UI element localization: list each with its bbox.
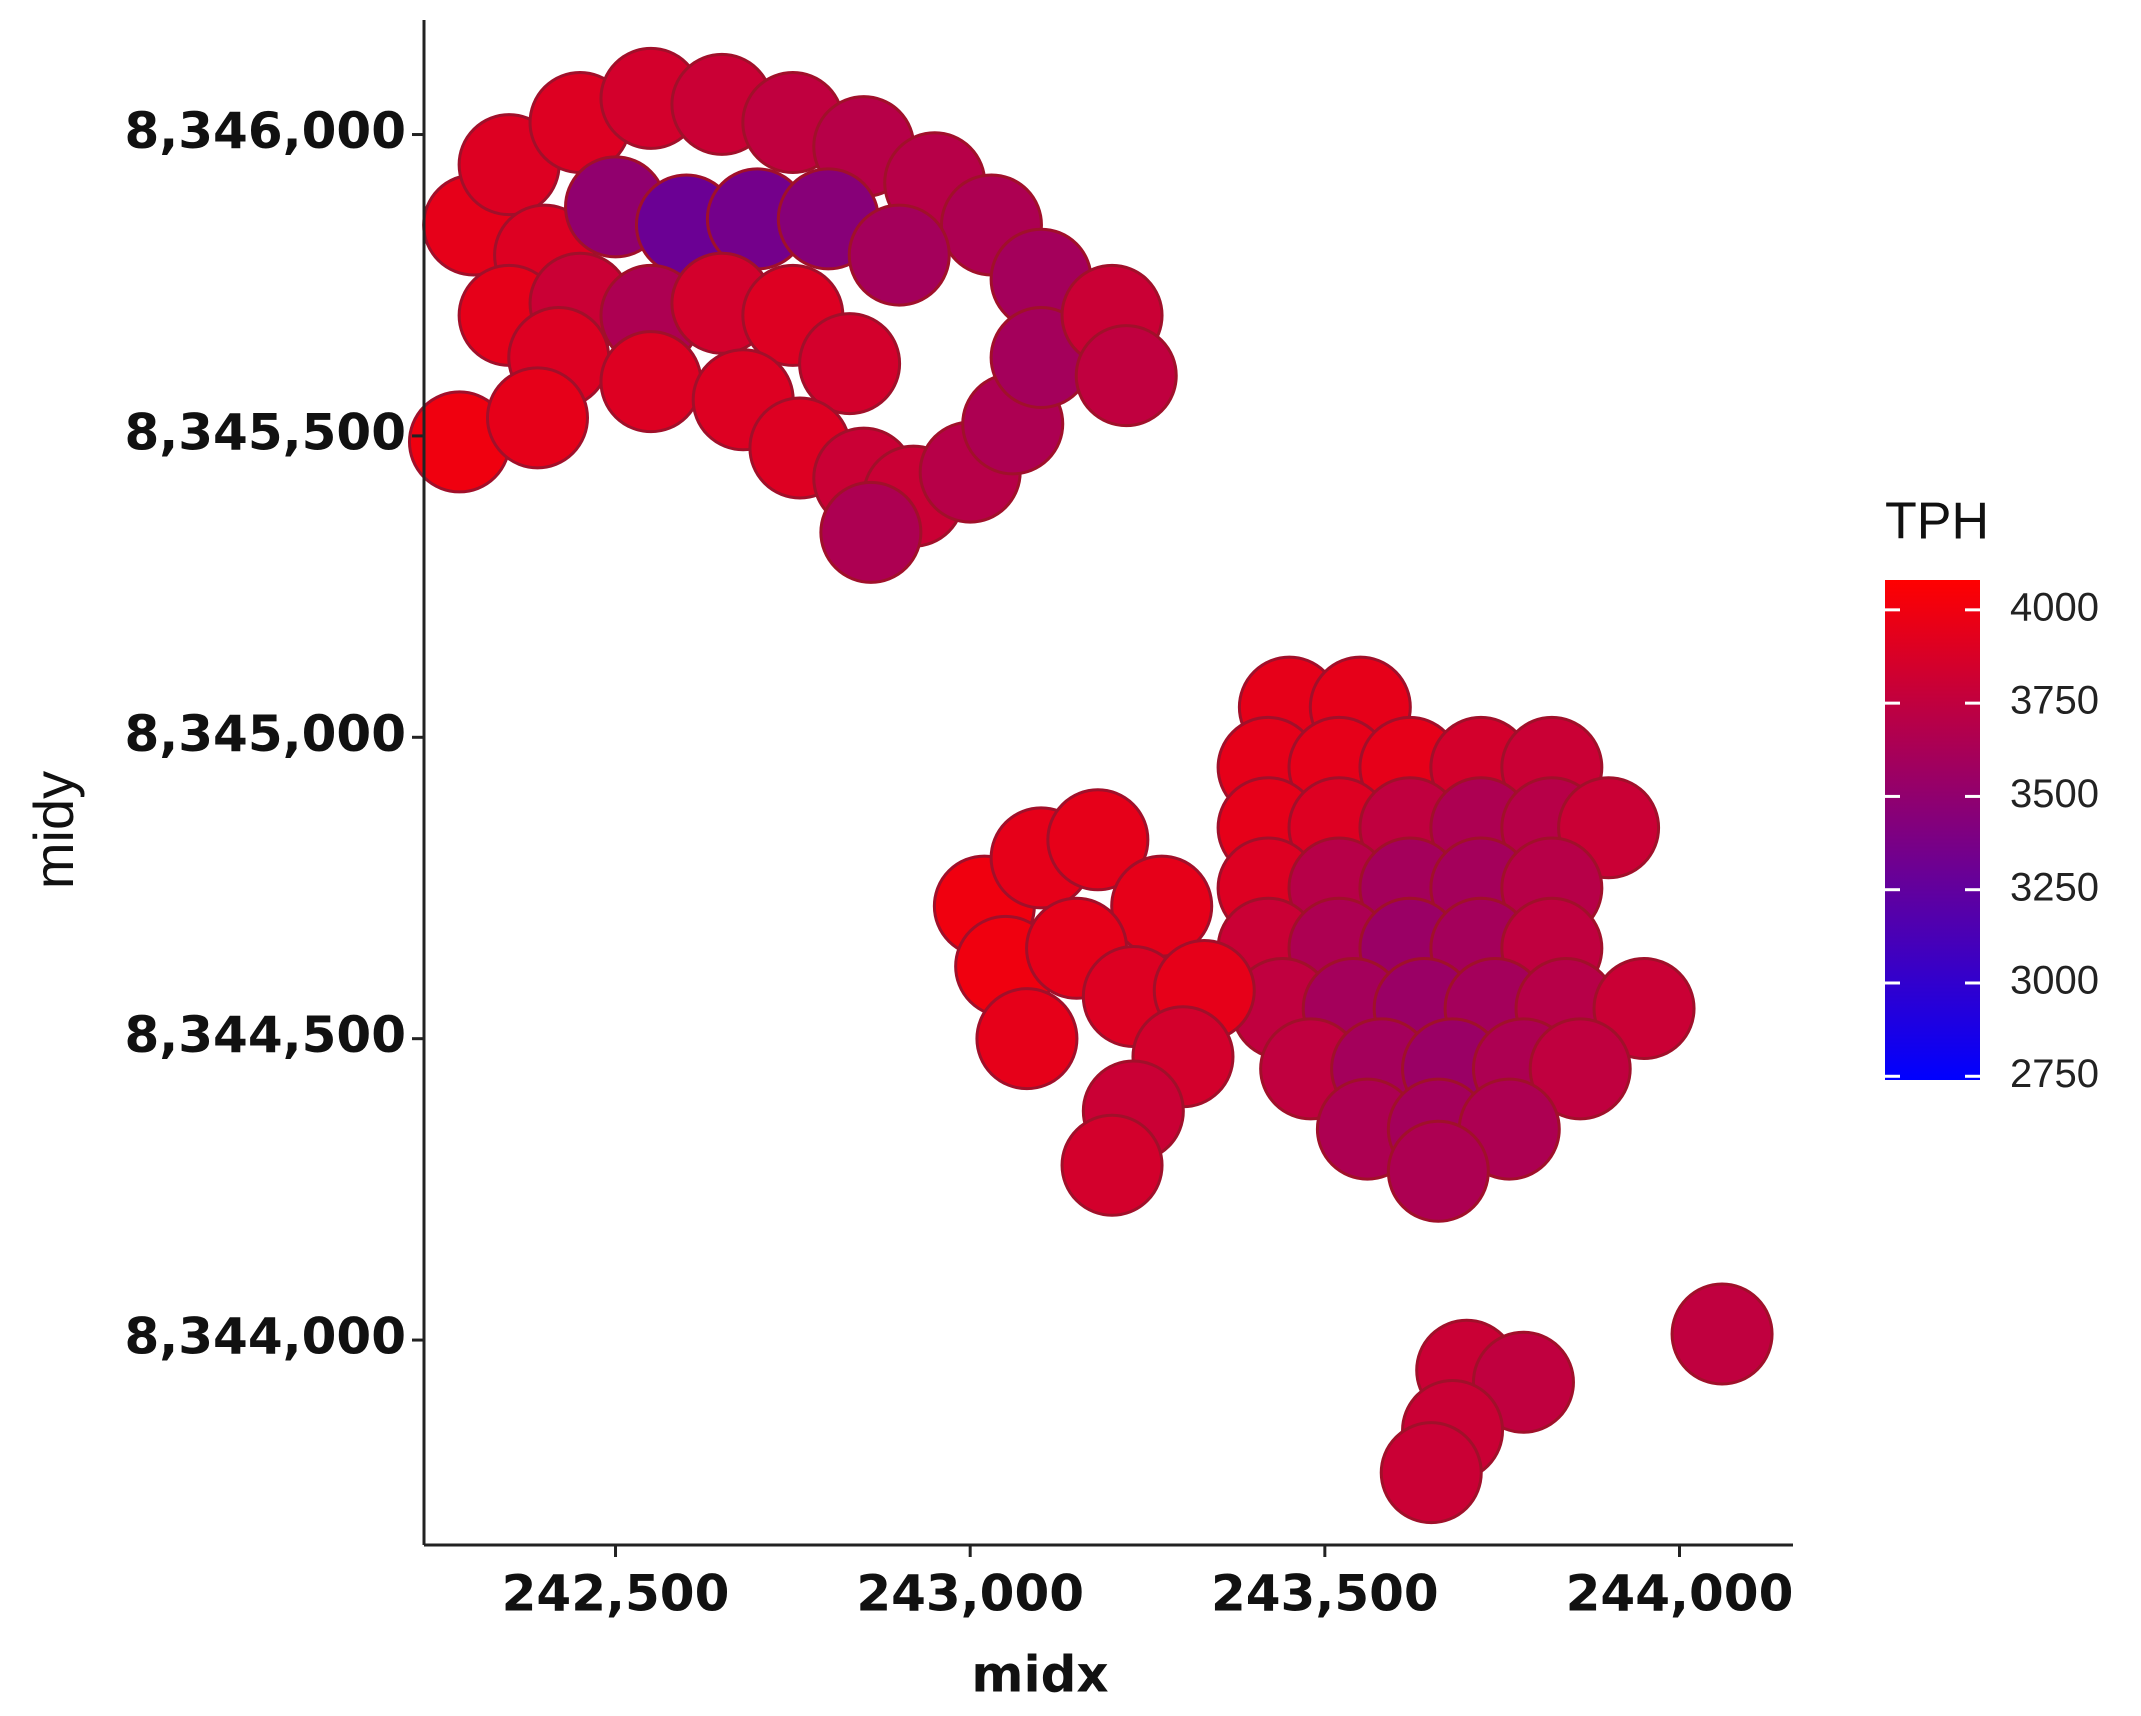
colorbar-tick-label: 3250 xyxy=(2010,865,2099,909)
point xyxy=(847,203,951,307)
colorbar-tick-label: 3750 xyxy=(2010,679,2099,723)
y-tick-label: 8,344,000 xyxy=(124,1308,406,1366)
point xyxy=(798,312,902,416)
colorbar-tick-label: 3500 xyxy=(2010,772,2099,816)
y-tick-label: 8,345,500 xyxy=(124,403,406,461)
x-tick-label: 242,500 xyxy=(502,1565,730,1623)
point xyxy=(1528,1017,1632,1121)
point xyxy=(975,987,1079,1091)
colorbar-tick-label: 3000 xyxy=(2010,959,2099,1003)
point xyxy=(1074,324,1178,428)
point xyxy=(819,480,923,584)
x-tick-label: 243,500 xyxy=(1211,1565,1439,1623)
colorbar-tick-label: 4000 xyxy=(2010,585,2099,629)
x-axis-label: midx xyxy=(971,1646,1108,1704)
colorbar xyxy=(1885,580,1980,1080)
point xyxy=(1060,1113,1164,1217)
legend-title: TPH xyxy=(1885,493,1989,551)
x-tick-label: 243,000 xyxy=(856,1565,1084,1623)
y-axis-label: midy xyxy=(22,771,85,889)
y-tick-label: 8,344,500 xyxy=(124,1006,406,1064)
colorbar-tick-label: 2750 xyxy=(2010,1052,2099,1096)
point xyxy=(1379,1421,1483,1525)
point xyxy=(485,366,589,470)
point xyxy=(599,330,703,434)
x-tick-label: 244,000 xyxy=(1566,1565,1794,1623)
point xyxy=(1386,1119,1490,1223)
y-tick-label: 8,345,000 xyxy=(124,705,406,763)
y-tick-label: 8,346,000 xyxy=(124,102,406,160)
point xyxy=(1592,957,1696,1061)
point xyxy=(1046,788,1150,892)
point xyxy=(1670,1282,1774,1386)
